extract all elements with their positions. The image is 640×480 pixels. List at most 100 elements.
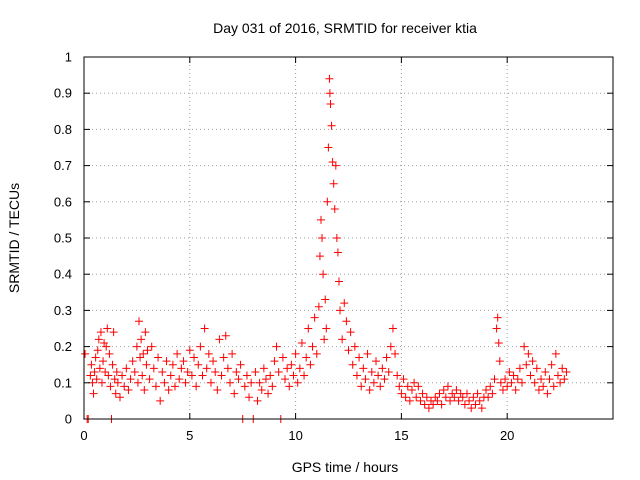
data-point	[128, 357, 137, 366]
data-point	[136, 353, 145, 362]
data-point	[507, 378, 516, 387]
data-point	[106, 382, 115, 391]
data-point	[97, 378, 106, 387]
data-point	[247, 378, 256, 387]
data-point	[109, 328, 118, 337]
data-point	[289, 371, 298, 380]
data-point	[352, 371, 361, 380]
data-point	[458, 393, 467, 402]
data-point	[175, 375, 184, 384]
y-tick-label: 0.9	[54, 86, 72, 101]
y-tick-label: 0.3	[54, 303, 72, 318]
data-point	[357, 382, 366, 391]
data-point	[300, 371, 309, 380]
y-tick-label: 0.6	[54, 194, 72, 209]
data-point	[234, 375, 243, 384]
data-point	[105, 349, 114, 358]
data-point	[498, 386, 507, 395]
data-point	[103, 324, 112, 333]
data-point	[255, 378, 264, 387]
data-point	[166, 371, 175, 380]
data-point	[168, 360, 177, 369]
data-point	[450, 393, 459, 402]
x-tick-label: 0	[80, 428, 87, 443]
data-point	[138, 371, 147, 380]
data-point	[321, 295, 330, 304]
data-point	[326, 100, 335, 109]
data-point	[431, 393, 440, 402]
data-point	[397, 389, 406, 398]
data-point	[160, 378, 169, 387]
data-point	[223, 364, 232, 373]
axis-ticks: 00.10.20.30.40.50.60.70.80.910 5 10 15 20	[54, 50, 613, 443]
data-point	[291, 349, 300, 358]
data-point	[173, 349, 182, 358]
data-point	[295, 364, 304, 373]
data-point	[87, 360, 96, 369]
data-point	[382, 353, 391, 362]
data-point	[133, 378, 142, 387]
data-point	[319, 270, 328, 279]
data-point	[424, 404, 433, 413]
data-point	[196, 342, 205, 351]
data-point	[501, 375, 510, 384]
data-point	[488, 389, 497, 398]
data-point	[558, 364, 567, 373]
data-point	[496, 378, 505, 387]
data-point	[232, 367, 241, 376]
data-point	[327, 121, 336, 130]
data-point	[473, 389, 482, 398]
data-point	[482, 386, 491, 395]
data-point	[467, 404, 476, 413]
data-point	[213, 386, 222, 395]
data-point	[359, 364, 368, 373]
data-point	[137, 335, 146, 344]
data-point	[108, 360, 117, 369]
data-point	[537, 375, 546, 384]
data-point	[215, 335, 224, 344]
chart-title: Day 031 of 2016, SRMTID for receiver kti…	[213, 20, 477, 36]
data-point	[143, 346, 152, 355]
data-point	[316, 215, 325, 224]
data-point	[323, 197, 332, 206]
data-point	[334, 277, 343, 286]
data-point	[217, 371, 226, 380]
data-point	[522, 360, 531, 369]
data-point	[209, 357, 218, 366]
data-point	[494, 338, 503, 347]
data-point	[310, 313, 319, 322]
data-point	[391, 349, 400, 358]
data-point	[122, 364, 131, 373]
data-point	[325, 89, 334, 98]
data-point	[541, 367, 550, 376]
data-point	[141, 328, 150, 337]
data-point	[322, 324, 331, 333]
data-point	[528, 357, 537, 366]
data-point	[266, 371, 275, 380]
data-point	[403, 382, 412, 391]
data-point	[204, 349, 213, 358]
data-point	[518, 378, 527, 387]
data-point	[452, 386, 461, 395]
data-point	[259, 364, 268, 373]
data-point	[420, 400, 429, 409]
data-point	[332, 234, 341, 242]
data-point	[336, 306, 345, 315]
data-point	[154, 353, 163, 362]
data-point	[486, 382, 495, 391]
data-point	[328, 157, 337, 166]
y-tick-label: 0	[65, 412, 72, 427]
data-point	[135, 317, 144, 326]
data-point	[329, 179, 338, 188]
data-point	[422, 393, 431, 402]
data-point	[495, 357, 504, 366]
data-point	[118, 371, 127, 380]
y-tick-label: 0.8	[54, 122, 72, 137]
y-tick-label: 0.7	[54, 158, 72, 173]
data-point	[446, 396, 455, 405]
data-point	[378, 364, 387, 373]
data-point	[330, 205, 339, 214]
data-point	[513, 375, 522, 384]
data-point	[355, 353, 364, 362]
data-point	[274, 367, 283, 376]
